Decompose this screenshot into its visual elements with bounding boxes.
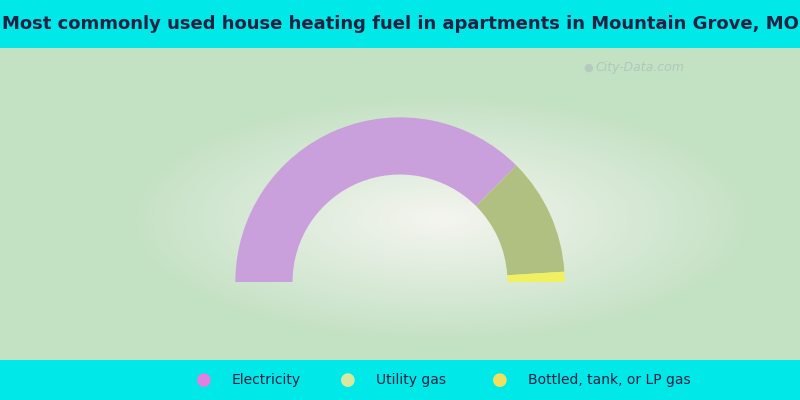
Text: ●: ● — [340, 371, 356, 389]
Text: City-Data.com: City-Data.com — [595, 62, 685, 74]
Wedge shape — [476, 166, 564, 275]
Wedge shape — [507, 272, 565, 282]
Text: ●: ● — [583, 62, 593, 72]
Text: ●: ● — [196, 371, 212, 389]
Wedge shape — [235, 117, 517, 282]
Text: Most commonly used house heating fuel in apartments in Mountain Grove, MO: Most commonly used house heating fuel in… — [2, 15, 798, 33]
Text: Utility gas: Utility gas — [376, 373, 446, 387]
Text: ●: ● — [492, 371, 508, 389]
Text: Bottled, tank, or LP gas: Bottled, tank, or LP gas — [528, 373, 690, 387]
Text: Electricity: Electricity — [232, 373, 301, 387]
